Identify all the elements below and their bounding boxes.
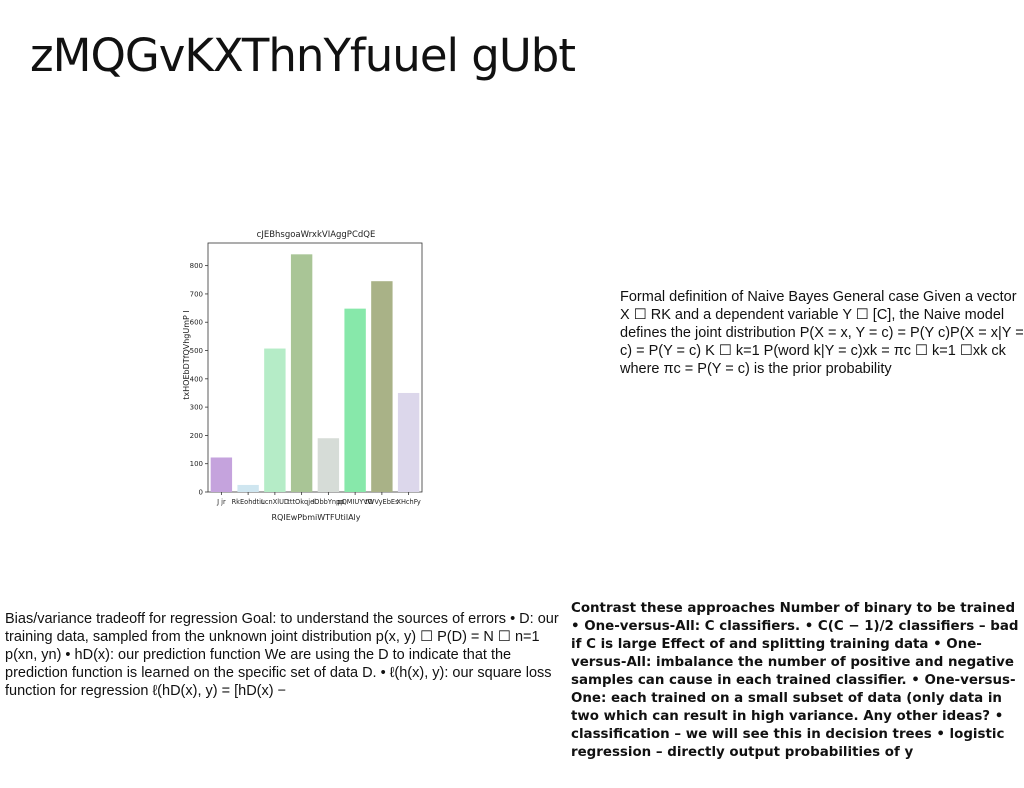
- slide-title: zMQGvKXThnYfuuel gUbt: [30, 29, 576, 82]
- plot-frame: [207, 242, 423, 493]
- x-tick-label: tWVyEbEs: [365, 498, 399, 506]
- x-tick-label: ucnXlUD: [261, 498, 289, 506]
- plot-area: 0 100 200 300 400 500 600 700 800 J jr RkEohdtiLuc…: [190, 242, 423, 506]
- bar-6: [344, 308, 366, 492]
- y-tick-label: 800: [190, 262, 203, 270]
- bar-4: [290, 254, 313, 492]
- one-versus-rest-text: Contrast these approaches Number of bina…: [571, 601, 1019, 760]
- bar-8: [397, 392, 420, 492]
- y-tick-label: 300: [190, 404, 203, 412]
- x-tick-label: tttOkqjel: [287, 498, 316, 506]
- bias-variance-text: Bias/variance tradeoff for regression Go…: [5, 611, 559, 699]
- y-tick-label: 700: [190, 290, 203, 298]
- chart-y-axis-label: txHOEbDTfQVhgUmP I: [182, 310, 191, 399]
- chart-title: cJEBhsgoaWrxkVIAggPCdQE: [257, 230, 376, 240]
- bar-1: [210, 457, 233, 492]
- y-tick-label: 100: [190, 460, 203, 468]
- y-tick-label: 200: [190, 432, 203, 440]
- x-tick-label: IObbYnpp: [312, 498, 344, 506]
- naive-bayes-text: Formal definition of Naive Bayes General…: [620, 289, 1024, 377]
- x-tick-label: XHchFy: [396, 498, 420, 506]
- x-tick-label: pQMIUYVO: [337, 498, 372, 506]
- chart-x-axis-label: RQIEwPbmiWTFUtilAly: [272, 513, 361, 522]
- y-tick-label: 400: [190, 375, 203, 383]
- x-tick-label: J jr: [216, 498, 226, 506]
- x-tick-label: RkEohdtiL: [232, 498, 265, 506]
- y-tick-label: 0: [199, 489, 203, 497]
- bar-3: [264, 348, 286, 492]
- bar-7: [371, 281, 393, 492]
- y-tick-label: 500: [190, 347, 203, 355]
- y-tick-label: 600: [190, 319, 203, 327]
- bar-chart: cJEBhsgoaWrxkVIAggPCdQE txHOEbDTfQVhgUmP…: [178, 224, 430, 524]
- bar-chart-svg: cJEBhsgoaWrxkVIAggPCdQE txHOEbDTfQVhgUmP…: [182, 230, 423, 522]
- bar-2: [237, 484, 259, 492]
- bar-5: [317, 438, 340, 492]
